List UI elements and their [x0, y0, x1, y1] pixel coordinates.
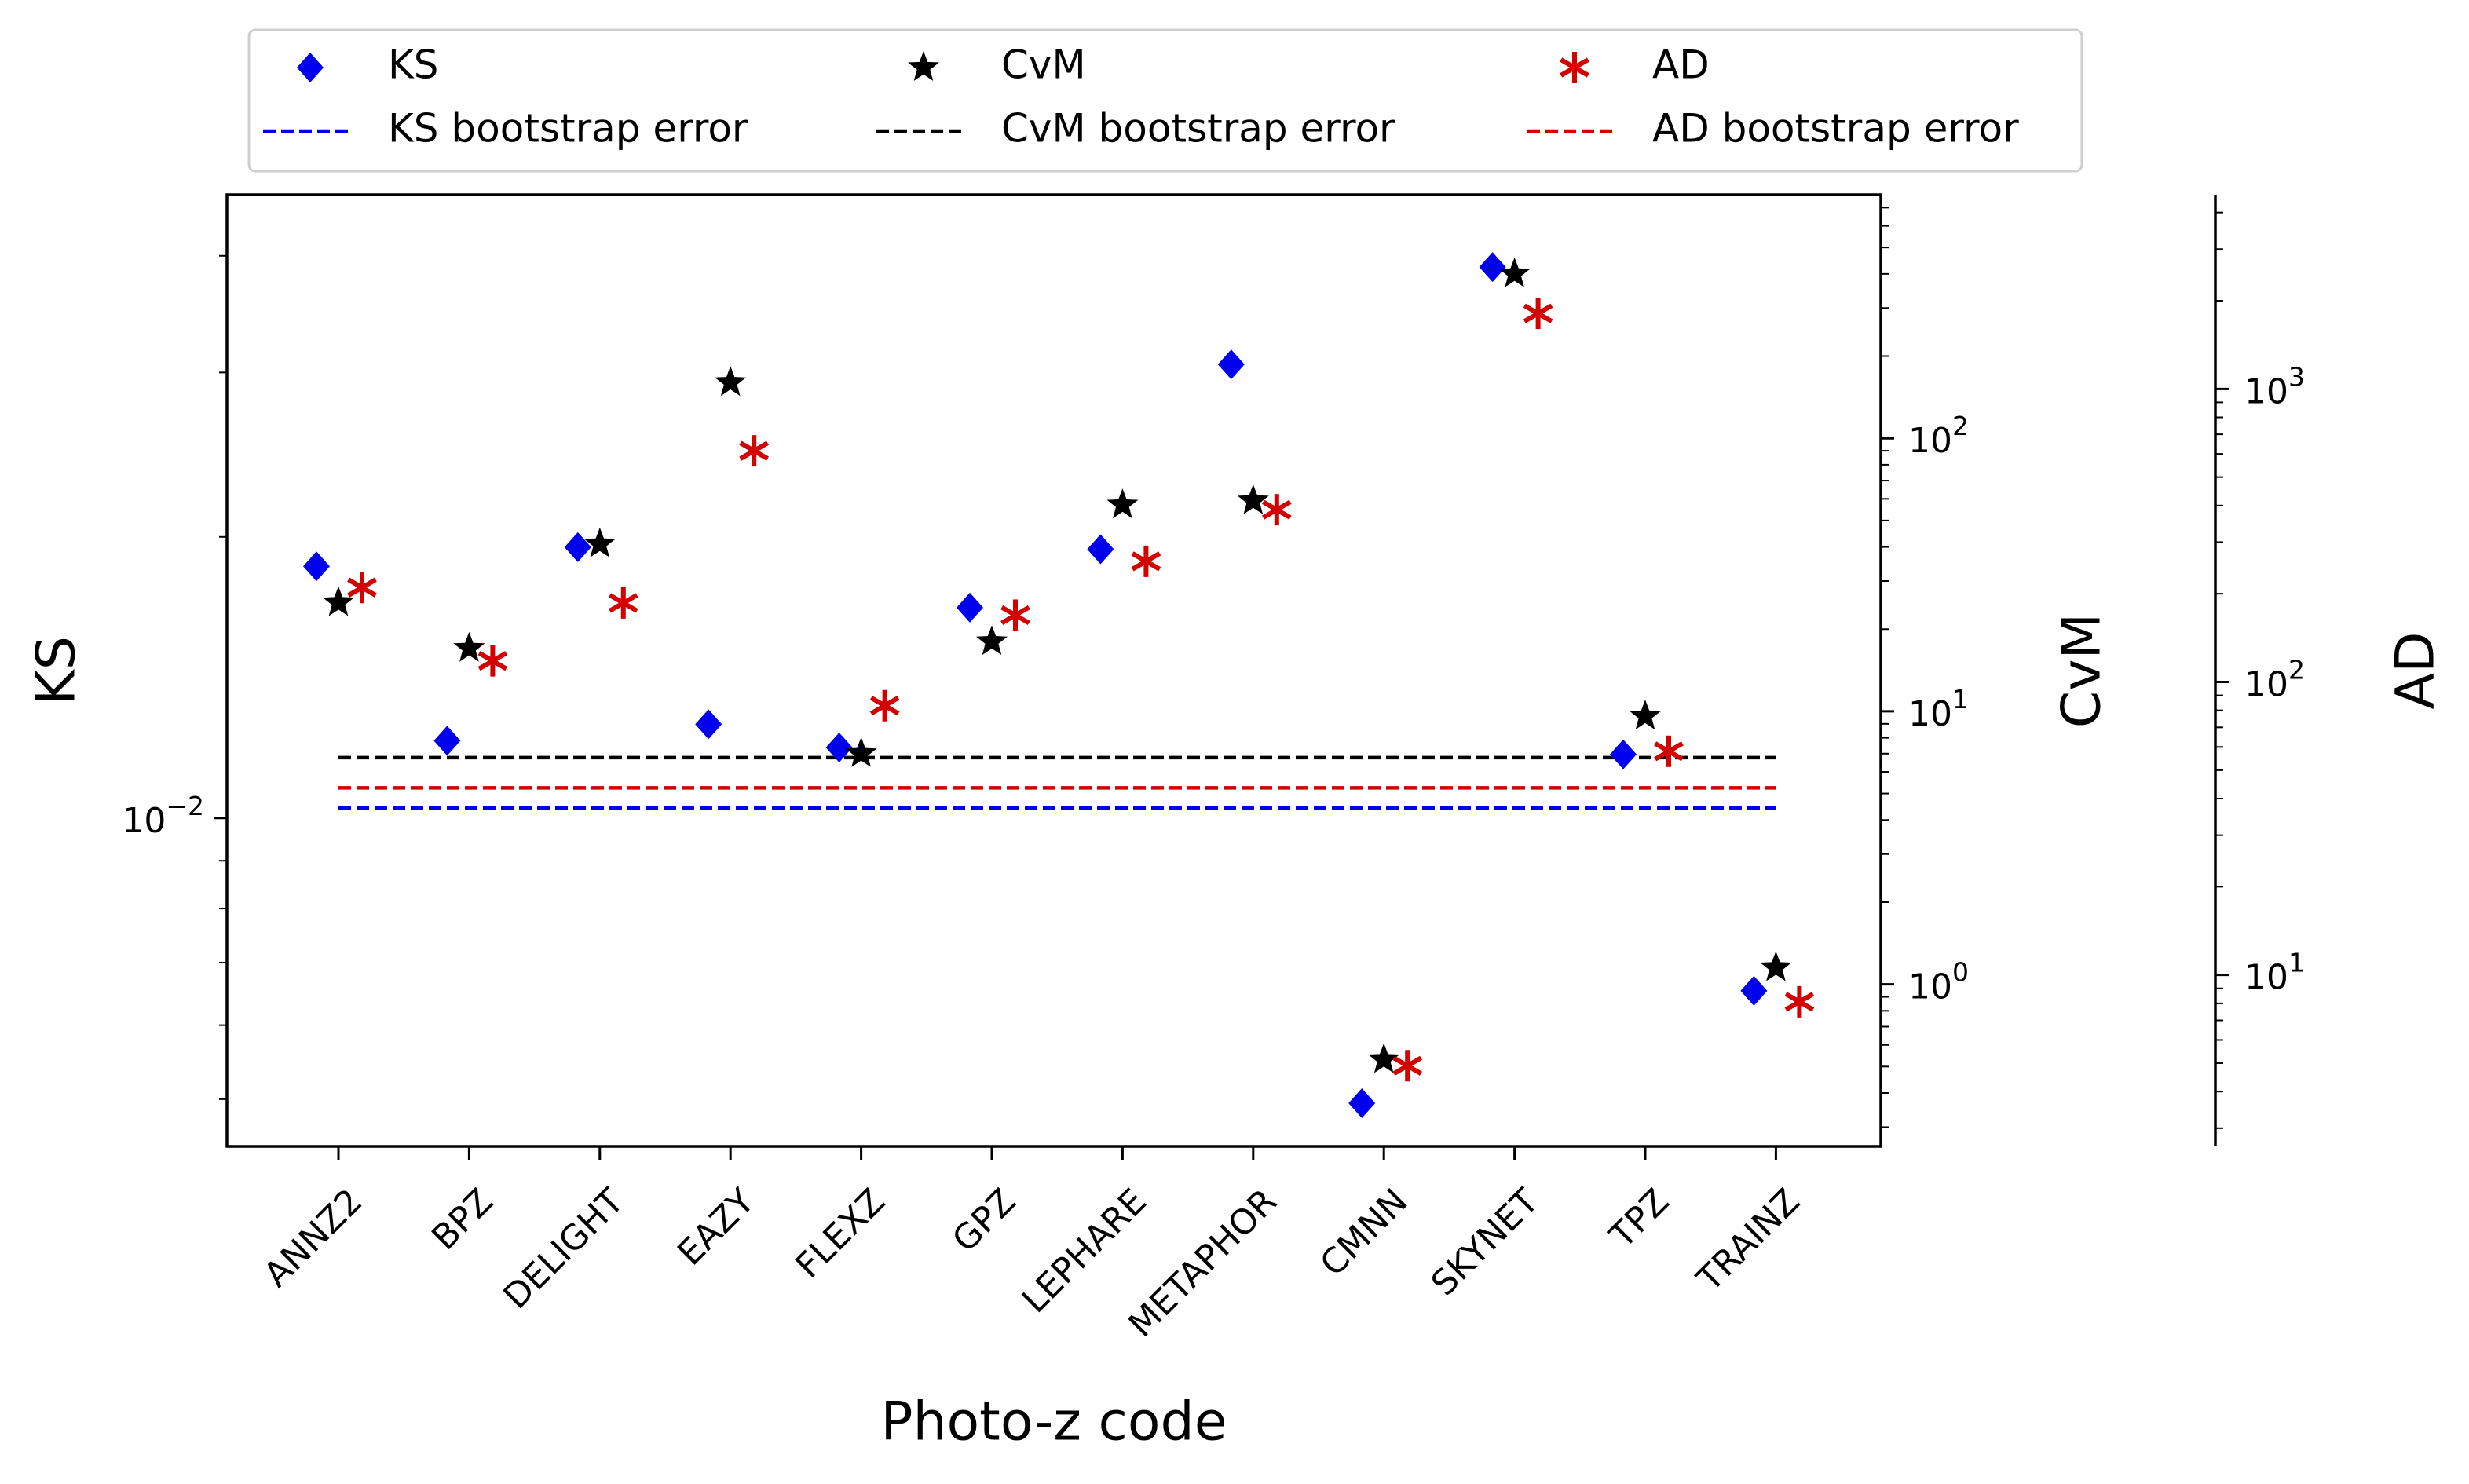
legend-marker-ks: [297, 53, 324, 82]
x-tick-label-eazy: EAZY: [670, 1181, 762, 1273]
x-tick-label-tpz: TPZ: [1602, 1181, 1677, 1256]
cvm-point-gpz: [976, 625, 1008, 656]
ad-axis: 101 102 103 AD: [2214, 195, 2447, 1146]
legend-label-ks: KS: [388, 42, 439, 88]
ad-point-metaphor: [1261, 494, 1292, 526]
ad-tick-label: 103: [2244, 361, 2305, 412]
ks-point-flexz: [825, 732, 853, 762]
cvm-point-tpz: [1630, 700, 1661, 730]
ad-point-bpz: [477, 645, 508, 677]
cvm-point-annz2: [323, 586, 354, 616]
legend-label-ks-bootstrap-error: KS bootstrap error: [388, 106, 748, 152]
legend-label-cvm-bootstrap-error: CvM bootstrap error: [1001, 106, 1395, 152]
cvm-point-skynet: [1498, 257, 1531, 287]
legend-marker-cvm: [908, 51, 939, 81]
plot-area: [225, 193, 1882, 1148]
cvm-point-lephare: [1106, 488, 1139, 519]
cvm-point-trainz: [1760, 951, 1792, 981]
ks-axis: 10−2 KS: [26, 254, 227, 1100]
cvm-point-flexz: [845, 737, 877, 767]
ks-point-metaphor: [1217, 349, 1245, 380]
x-axis-label: Photo-z code: [880, 1391, 1227, 1453]
ad-point-delight: [608, 587, 638, 619]
ks-point-skynet: [1479, 252, 1506, 283]
cvm-axis: 100 101 102 CvM: [1881, 207, 2113, 1128]
legend-label-ad: AD: [1652, 42, 1710, 88]
x-tick-label-bpz: BPZ: [424, 1181, 500, 1257]
x-tick-label-annz2: ANNZ2: [256, 1181, 370, 1295]
plot-frame: [225, 193, 1882, 1148]
ad-point-lephare: [1131, 545, 1161, 577]
ad-point-trainz: [1784, 985, 1815, 1018]
legend-marker-ad: [1560, 52, 1589, 83]
ks-point-gpz: [957, 592, 983, 623]
ad-tick-label: 102: [2244, 654, 2305, 705]
ks-point-annz2: [303, 551, 330, 582]
cvm-point-eazy: [715, 366, 747, 397]
ks-point-trainz: [1740, 975, 1768, 1006]
ad-point-cmnn: [1392, 1050, 1423, 1082]
legend-label-ad-bootstrap-error: AD bootstrap error: [1652, 106, 2019, 152]
x-tick-label-cmnn: CMNN: [1312, 1181, 1415, 1284]
cvm-point-cmnn: [1368, 1043, 1400, 1073]
x-tick-label-delight: DELIGHT: [496, 1181, 632, 1317]
ad-axis-label: AD: [2385, 632, 2447, 710]
cvm-tick-label: 100: [1908, 956, 1969, 1007]
x-tick-label-flexz: FLEXZ: [788, 1181, 893, 1286]
cvm-tick-label: 102: [1908, 411, 1969, 462]
ad-point-skynet: [1523, 298, 1553, 330]
cvm-point-delight: [583, 527, 616, 557]
cvm-point-bpz: [453, 631, 485, 662]
ks-point-delight: [564, 532, 591, 562]
ks-point-tpz: [1610, 739, 1637, 769]
ks-point-cmnn: [1348, 1088, 1376, 1119]
ad-point-eazy: [739, 435, 770, 467]
x-tick-label-skynet: SKYNET: [1424, 1181, 1546, 1303]
cvm-point-metaphor: [1237, 484, 1269, 514]
ad-point-gpz: [1000, 599, 1030, 631]
x-tick-label-gpz: GPZ: [945, 1181, 1023, 1259]
ks-point-bpz: [433, 726, 461, 756]
ks-tick-label: 10−2: [122, 790, 204, 841]
x-tick-label-lephare: LEPHARE: [1015, 1181, 1154, 1321]
cvm-tick-label: 101: [1908, 683, 1969, 734]
ks-point-lephare: [1087, 534, 1114, 565]
x-tick-label-trainz: TRAINZ: [1689, 1181, 1808, 1299]
legend: KS CvM AD KS bootstrap error CvM bootstrap e…: [247, 28, 2083, 173]
ad-point-flexz: [869, 689, 900, 722]
ad-point-annz2: [347, 572, 377, 604]
legend-frame: [247, 28, 2083, 173]
ad-point-tpz: [1654, 735, 1684, 767]
cvm-axis-label: CvM: [2051, 613, 2113, 728]
ad-tick-label: 101: [2244, 947, 2305, 998]
ks-point-eazy: [695, 709, 722, 740]
legend-label-cvm: CvM: [1001, 42, 1086, 88]
ks-axis-label: KS: [26, 636, 88, 705]
